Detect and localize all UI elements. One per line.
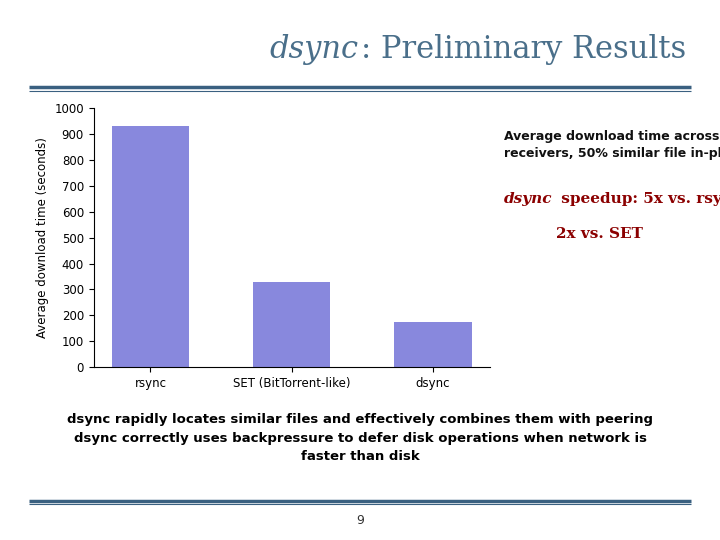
Text: dsync: dsync <box>269 35 359 65</box>
Text: speedup: 5x vs. rsync: speedup: 5x vs. rsync <box>556 192 720 206</box>
Y-axis label: Average download time (seconds): Average download time (seconds) <box>36 137 49 338</box>
Text: 9: 9 <box>356 514 364 526</box>
Text: Average download time across 45
receivers, 50% similar file in-place: Average download time across 45 receiver… <box>504 130 720 160</box>
Bar <box>394 322 472 367</box>
Text: dsync: dsync <box>504 192 552 206</box>
Bar <box>253 282 330 367</box>
Text: 2x vs. SET: 2x vs. SET <box>556 227 643 241</box>
Text: : Preliminary Results: : Preliminary Results <box>361 35 687 65</box>
Bar <box>112 126 189 367</box>
Text: dsync rapidly locates similar files and effectively combines them with peering
d: dsync rapidly locates similar files and … <box>67 413 653 463</box>
